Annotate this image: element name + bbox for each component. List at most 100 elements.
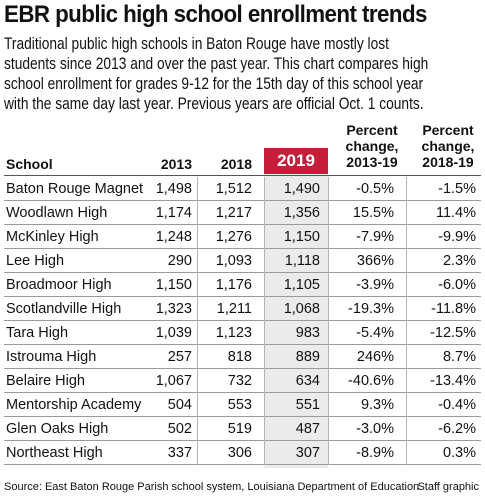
cell-pct-2018-19: -1.5% (438, 181, 476, 197)
cell-2018: 306 (227, 445, 252, 461)
cell-2018: 1,211 (216, 301, 252, 317)
cell-2019: 1,118 (284, 253, 320, 269)
cell-pct-2013-19: 15.5% (352, 205, 394, 221)
header-pct-line: Percent (346, 122, 398, 138)
cell-2013: 504 (167, 397, 192, 413)
cell-school: Scotlandville High (6, 301, 122, 317)
highlight-column-background (264, 148, 328, 468)
header-pct-line: change, (421, 138, 475, 154)
cell-school: Lee High (6, 253, 65, 269)
cell-school: Northeast High (6, 445, 103, 461)
row-divider (4, 224, 481, 225)
header-school: School (6, 156, 53, 172)
cell-pct-2018-19: 0.3% (442, 445, 476, 461)
cell-pct-2013-19: -7.9% (356, 229, 394, 245)
row-divider (4, 368, 481, 369)
header-pct-line: Percent (422, 122, 474, 138)
cell-pct-2018-19: -9.9% (438, 229, 476, 245)
cell-2013: 257 (167, 349, 192, 365)
cell-2019: 1,490 (283, 181, 320, 197)
intro-line: Traditional public high schools in Baton… (4, 35, 389, 53)
cell-school: Woodlawn High (6, 205, 108, 221)
intro-line: school enrollment for grades 9-12 for th… (4, 75, 424, 93)
intro-line: with the same day last year. Previous ye… (4, 95, 424, 113)
header-pct-line: 2013-19 (346, 154, 398, 170)
cell-pct-2013-19: 246% (356, 349, 394, 365)
table-row: Glen Oaks High 502 519 487 -3.0% -6.2% (0, 417, 485, 441)
cell-school: Glen Oaks High (6, 421, 109, 437)
row-divider (4, 320, 481, 321)
cell-school: Belaire High (6, 373, 85, 389)
header-pct-line: change, (345, 138, 399, 154)
cell-2019: 1,150 (283, 229, 320, 245)
cell-pct-2018-19: -6.0% (438, 277, 476, 293)
cell-school: Istrouma High (6, 349, 97, 365)
cell-2018: 519 (227, 421, 252, 437)
cell-2013: 502 (167, 421, 192, 437)
column-divider (328, 177, 329, 465)
row-divider (4, 464, 481, 465)
cell-2018: 553 (227, 397, 252, 413)
cell-2013: 337 (167, 445, 192, 461)
cell-2019: 1,068 (283, 301, 320, 317)
table-row: Lee High 290 1,093 1,118 366% 2.3% (0, 249, 485, 273)
cell-pct-2018-19: 2.3% (442, 253, 476, 269)
cell-2013: 1,150 (155, 277, 192, 293)
cell-2019: 307 (295, 445, 320, 461)
cell-pct-2013-19: -3.0% (356, 421, 394, 437)
cell-2018: 1,276 (215, 229, 252, 245)
table-row: Baton Rouge Magnet 1,498 1,512 1,490 -0.5% -1… (0, 177, 485, 201)
row-divider (4, 248, 481, 249)
cell-pct-2018-19: -11.8% (431, 301, 476, 317)
intro-text: Traditional public high schools in Baton… (4, 34, 480, 114)
cell-pct-2013-19: -5.4% (356, 325, 394, 341)
cell-pct-2018-19: -0.4% (438, 397, 476, 413)
cell-2013: 1,174 (155, 205, 192, 221)
cell-2013: 1,248 (155, 229, 192, 245)
cell-pct-2018-19: 11.4% (435, 205, 476, 221)
table-row: Scotlandville High 1,323 1,211 1,068 -19.3% -… (0, 297, 485, 321)
header-pct-2018-19: Percent change, 2018-19 (408, 122, 485, 170)
cell-2018: 1,176 (215, 277, 252, 293)
table-row: Belaire High 1,067 732 634 -40.6% -13.4% (0, 369, 485, 393)
cell-pct-2013-19: 366% (356, 253, 394, 269)
cell-pct-2013-19: -3.9% (356, 277, 394, 293)
cell-school: Tara High (6, 325, 69, 341)
table-row: Istrouma High 257 818 889 246% 8.7% (0, 345, 485, 369)
header-2018: 2018 (220, 156, 252, 172)
cell-2019: 1,356 (283, 205, 320, 221)
cell-2013: 1,039 (155, 325, 192, 341)
cell-2018: 1,093 (215, 253, 252, 269)
row-divider (4, 440, 481, 441)
cell-2018: 1,123 (215, 325, 252, 341)
cell-2018: 818 (227, 349, 252, 365)
row-divider (4, 296, 481, 297)
cell-2018: 1,512 (215, 181, 252, 197)
cell-2013: 1,323 (155, 301, 192, 317)
staff-credit: Staff graphic (417, 481, 479, 493)
cell-pct-2013-19: -0.5% (356, 181, 394, 197)
row-divider (4, 200, 481, 201)
intro-line: students since 2013 and over the past ye… (4, 55, 429, 73)
table-row: Woodlawn High 1,174 1,217 1,356 15.5% 11.4% (0, 201, 485, 225)
header-pct-2013-19: Percent change, 2013-19 (332, 122, 412, 170)
source-note: Source: East Baton Rouge Parish school s… (4, 481, 420, 493)
table-row: Northeast High 337 306 307 -8.9% 0.3% (0, 441, 485, 465)
cell-pct-2013-19: -8.9% (356, 445, 394, 461)
cell-2019: 889 (295, 349, 320, 365)
column-divider (264, 177, 265, 465)
table-row: Mentorship Academy 504 553 551 9.3% -0.4% (0, 393, 485, 417)
cell-2018: 1,217 (215, 205, 252, 221)
cell-school: McKinley High (6, 229, 99, 245)
row-divider (4, 416, 481, 417)
chart-title: EBR public high school enrollment trends (4, 1, 427, 28)
cell-school: Mentorship Academy (6, 397, 142, 413)
cell-2019: 487 (295, 421, 320, 437)
cell-2018: 732 (227, 373, 252, 389)
cell-pct-2013-19: -19.3% (348, 301, 394, 317)
cell-2019: 983 (295, 325, 320, 341)
cell-pct-2013-19: -40.6% (348, 373, 394, 389)
cell-school: Baton Rouge Magnet (6, 181, 144, 197)
row-divider (4, 392, 481, 393)
cell-pct-2018-19: 8.7% (442, 349, 476, 365)
